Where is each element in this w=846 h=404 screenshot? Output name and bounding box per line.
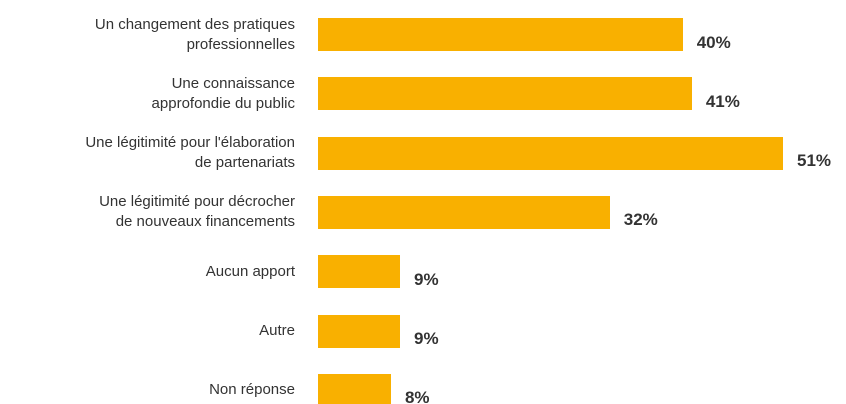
bar [318, 18, 683, 51]
bar [318, 255, 401, 289]
category-label: Un changement des pratiques professionne… [94, 15, 295, 53]
value-label: 9% [414, 329, 439, 348]
category-label: Une légitimité pour l'élaboration de par… [85, 134, 295, 172]
bar [318, 77, 692, 111]
value-label: 9% [414, 269, 439, 289]
category-label: Une connaissance approfondie du public [151, 74, 295, 112]
value-label: 32% [623, 210, 658, 230]
bar [318, 195, 610, 229]
category-label: Aucun apport [205, 262, 295, 280]
category-label: Autre [259, 322, 295, 339]
bar [318, 136, 783, 170]
category-label: Non réponse [209, 381, 295, 399]
value-label: 51% [797, 151, 832, 171]
category-label: Une légitimité pour décrocher de nouveau… [99, 193, 295, 231]
bar [318, 373, 391, 404]
value-label: 41% [705, 91, 740, 111]
value-label: 40% [696, 32, 731, 52]
bar [318, 314, 401, 348]
value-label: 8% [404, 388, 430, 404]
